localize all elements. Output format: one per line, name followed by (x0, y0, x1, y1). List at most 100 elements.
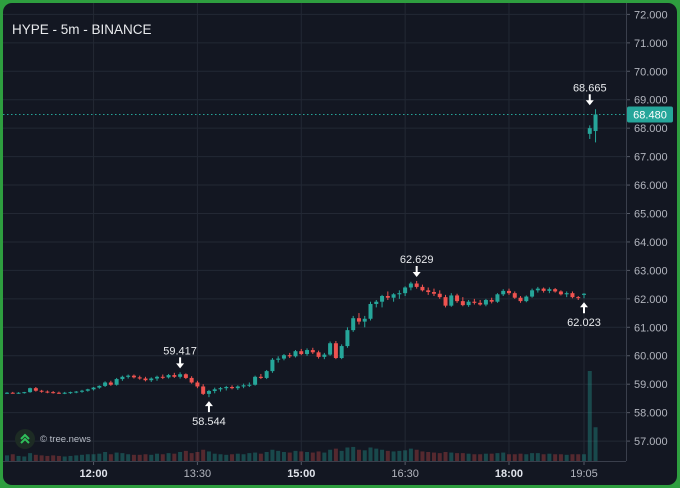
candle (160, 374, 165, 380)
chart-panel[interactable]: 59.417 58.544 62.629 62.023 68.665 57.000 58.… (3, 3, 677, 485)
candle (218, 387, 223, 392)
tree-news-logo-icon (15, 429, 35, 449)
candle (172, 372, 177, 378)
volume-bar (466, 453, 471, 461)
volume-bar (385, 450, 390, 461)
candle (5, 392, 9, 394)
candle (287, 352, 292, 359)
volume-bar (362, 450, 367, 461)
volume-bar (126, 454, 131, 461)
candle (56, 391, 61, 394)
volume-bar (391, 451, 396, 461)
volume-bar (45, 455, 50, 461)
x-tick-label: 15:00 (287, 468, 315, 480)
candle-body (74, 391, 79, 393)
volume-bar (472, 454, 477, 461)
volume-bar (587, 371, 592, 461)
candle-body (403, 287, 408, 294)
volume-bar (368, 447, 373, 461)
volume-bar (489, 453, 494, 461)
candle (80, 389, 85, 393)
candle (512, 291, 517, 299)
x-tick-label: 13:30 (184, 468, 212, 480)
volume-bar (120, 453, 125, 461)
candle (501, 289, 506, 297)
candle-body (287, 355, 292, 357)
volume-bar (397, 450, 402, 461)
volume-bar (374, 448, 379, 461)
candle (33, 387, 38, 392)
candle (558, 290, 563, 296)
candle-body (483, 299, 488, 305)
candle-body (247, 384, 252, 386)
volume-bar (305, 452, 310, 461)
candle-body (299, 351, 304, 355)
candle (518, 296, 523, 303)
candle-body (270, 359, 275, 372)
candle (351, 315, 356, 332)
candle (149, 377, 154, 382)
volume-bar (455, 453, 460, 461)
candle-body (149, 378, 154, 381)
candle (466, 299, 471, 307)
price-axis[interactable]: 57.000 58.000 59.000 60.000 61.000 62.000 63.0… (626, 3, 673, 461)
volume-bar (478, 454, 483, 461)
volume-bar (137, 454, 142, 461)
candle-body (385, 296, 390, 298)
volume-bar (206, 451, 211, 461)
watermark-text: © tree.news (40, 433, 91, 445)
time-axis[interactable]: 12:00 13:30 15:00 16:30 18:00 19:05 (3, 461, 626, 480)
candle (183, 373, 188, 380)
candle-body (22, 392, 27, 394)
candle-body (408, 283, 413, 288)
candle-body (126, 375, 131, 377)
candle (166, 373, 171, 379)
volume-bar (293, 450, 298, 461)
candle (143, 376, 148, 382)
candle-body (466, 301, 471, 306)
candle-body (506, 290, 511, 294)
candle-body (80, 390, 85, 392)
volume-bar (91, 454, 96, 461)
candle (328, 341, 333, 356)
volume-bar (414, 449, 419, 461)
candle-body (420, 286, 425, 291)
volume-bar (512, 454, 517, 461)
candle-body (535, 288, 540, 291)
volume-bar (201, 449, 206, 461)
candle-body (103, 382, 108, 386)
volume-bar (431, 452, 436, 461)
candle (391, 293, 396, 302)
candlestick-chart[interactable]: 59.417 58.544 62.629 62.023 68.665 57.000 58.… (3, 3, 677, 485)
volume-bar (235, 453, 240, 461)
y-tick-label: 67.000 (634, 152, 668, 164)
candle (345, 327, 350, 348)
candle-body (85, 389, 90, 391)
candle (356, 313, 361, 325)
volume-bar (316, 451, 321, 461)
candle (155, 375, 160, 381)
candle-body (155, 376, 160, 379)
volume-bar (166, 453, 171, 461)
volume-bar (281, 452, 286, 461)
volume-bar (339, 450, 344, 461)
candle-body (305, 350, 310, 355)
candle (431, 288, 436, 297)
candle (293, 350, 298, 358)
candle-body (10, 392, 15, 394)
annotation-label: 62.023 (567, 317, 601, 329)
candle-body (362, 318, 367, 322)
annotation: 62.023 (567, 302, 601, 329)
volume-bar (241, 454, 246, 461)
volume-bar (541, 454, 546, 461)
candle (270, 358, 275, 373)
volume-bar (328, 449, 333, 461)
candle (235, 385, 240, 390)
candle-body (437, 293, 442, 298)
candle-body (16, 392, 21, 394)
candle-body (253, 376, 258, 385)
candle-body (512, 293, 517, 298)
volume-bar (97, 453, 102, 461)
candle (576, 296, 581, 300)
candle (437, 290, 442, 299)
